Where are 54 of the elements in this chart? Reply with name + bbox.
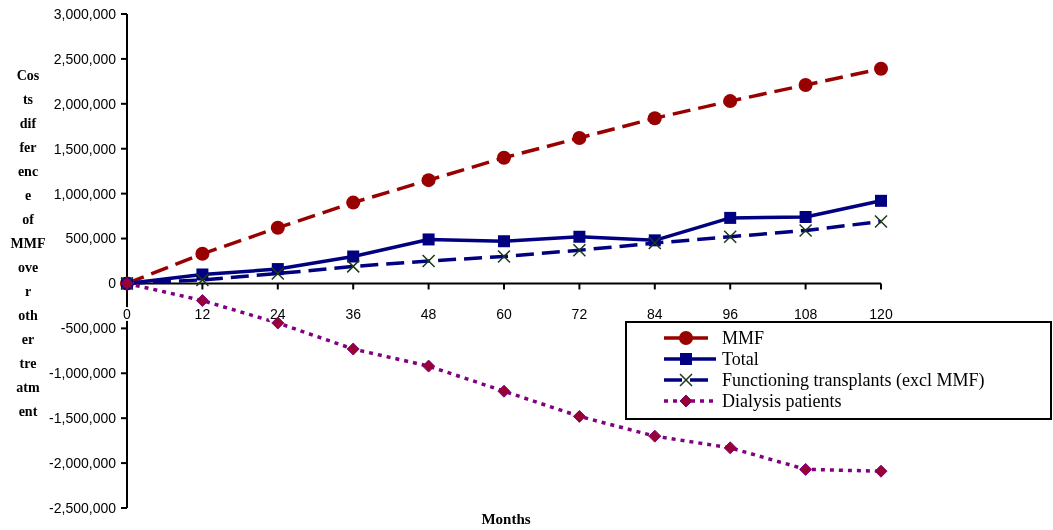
x-tick-label: 120 — [869, 306, 893, 323]
legend-label: Functioning transplants (excl MMF) — [722, 370, 985, 392]
point — [798, 77, 813, 92]
point — [422, 359, 436, 373]
point — [874, 61, 888, 76]
point — [572, 409, 586, 423]
point — [346, 342, 360, 356]
y-tick-label: -2,000,000 — [49, 454, 117, 471]
legend-label: Total — [722, 349, 759, 370]
y-tick-label: 2,500,000 — [53, 50, 117, 67]
x-tick-label: 24 — [270, 306, 286, 323]
x-tick-label: 36 — [345, 306, 362, 323]
y-tick-label: -1,000,000 — [49, 365, 117, 382]
point — [799, 462, 813, 476]
point — [723, 94, 738, 109]
point — [724, 211, 737, 224]
point — [723, 441, 737, 455]
y-tick-label: 3,000,000 — [53, 5, 117, 22]
x-tick-label: 72 — [571, 306, 588, 323]
point — [422, 233, 435, 246]
y-tick-label: 1,500,000 — [53, 140, 117, 157]
x-tick-label: 60 — [496, 306, 512, 323]
point — [421, 173, 436, 188]
point — [573, 230, 586, 243]
x-tick-label: 12 — [194, 306, 211, 323]
point — [195, 246, 210, 261]
point — [346, 195, 361, 210]
x-tick-label: 96 — [722, 306, 739, 323]
y-tick-label: 500,000 — [65, 230, 117, 247]
legend-label: MMF — [722, 328, 765, 349]
point — [498, 235, 510, 248]
x-axis-title: Months — [481, 511, 531, 527]
point — [874, 464, 888, 478]
point — [572, 130, 587, 145]
text: Costs difference of MMF over other treatment — [10, 68, 46, 419]
y-tick-label: -500,000 — [60, 320, 117, 337]
x-tick-label: 48 — [420, 306, 437, 323]
point — [497, 150, 511, 165]
point — [347, 250, 360, 263]
point — [270, 220, 285, 235]
y-tick-label: 0 — [108, 275, 117, 292]
point — [497, 384, 511, 398]
point — [648, 429, 662, 443]
point — [875, 194, 887, 207]
point — [799, 210, 812, 223]
y-tick-label: 1,000,000 — [53, 185, 117, 202]
y-tick-label: -1,500,000 — [49, 410, 117, 427]
legend-label: Dialysis patients — [722, 391, 842, 412]
y-tick-label: -2,500,000 — [49, 499, 117, 516]
x-tick-label: 84 — [647, 306, 663, 323]
y-tick-label: 2,000,000 — [53, 95, 117, 112]
point — [647, 111, 662, 126]
point — [195, 294, 209, 308]
x-tick-label: 108 — [793, 306, 818, 323]
